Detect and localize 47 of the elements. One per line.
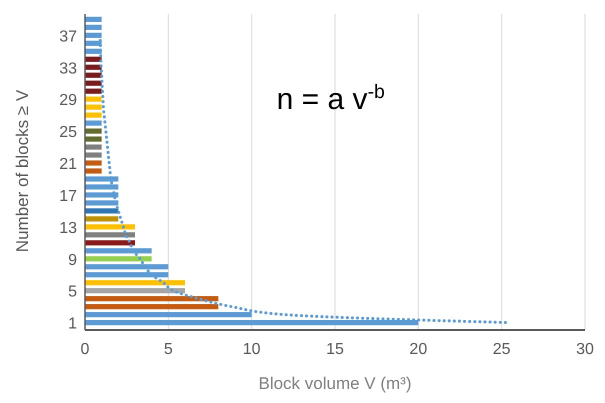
bar xyxy=(85,56,102,62)
y-tick-label: 21 xyxy=(59,156,78,174)
bar xyxy=(85,96,102,102)
bar xyxy=(85,280,185,286)
y-tick-label: 1 xyxy=(68,316,78,333)
x-tick-label: 15 xyxy=(326,341,344,358)
y-tick-label: 9 xyxy=(68,252,78,269)
bar xyxy=(85,112,102,118)
x-tick-label: 25 xyxy=(492,341,511,358)
bar xyxy=(85,144,102,150)
y-tick-label: 29 xyxy=(59,92,78,110)
bar xyxy=(85,232,135,238)
bar xyxy=(85,152,102,158)
bar xyxy=(85,64,102,70)
x-tick-label: 10 xyxy=(242,341,261,358)
annotation: n = a v$^{-b}$ xyxy=(276,81,386,116)
y-tick-label: 17 xyxy=(59,188,78,205)
x-tick-label: 20 xyxy=(409,341,428,358)
bar xyxy=(85,240,135,246)
bar xyxy=(85,160,102,166)
bar xyxy=(85,128,102,134)
bar xyxy=(85,288,185,294)
bar xyxy=(85,120,102,126)
y-tick-label: 37 xyxy=(59,28,78,46)
bar xyxy=(85,88,102,94)
bar xyxy=(85,216,118,222)
x-tick-label: 0 xyxy=(80,341,90,358)
y-tick-label: 33 xyxy=(59,60,78,78)
bar xyxy=(85,24,102,30)
bar xyxy=(85,304,218,310)
bar xyxy=(85,208,118,214)
bar xyxy=(85,16,102,22)
bar xyxy=(85,168,102,174)
y-tick-label: 5 xyxy=(68,284,78,301)
y-tick-label: 25 xyxy=(59,124,78,142)
bar xyxy=(85,136,102,142)
x-axis-title: Block volume V (m³) xyxy=(258,374,412,393)
x-tick-label: 5 xyxy=(164,341,173,358)
bar xyxy=(85,256,152,262)
bar xyxy=(85,224,135,230)
y-axis-title: Number of blocks ≥ V xyxy=(13,89,32,252)
x-tick-label: 30 xyxy=(576,341,594,358)
bar xyxy=(85,104,102,110)
bar xyxy=(85,80,102,86)
bar xyxy=(85,296,218,302)
bar xyxy=(85,72,102,78)
y-tick-label: 13 xyxy=(59,220,78,237)
